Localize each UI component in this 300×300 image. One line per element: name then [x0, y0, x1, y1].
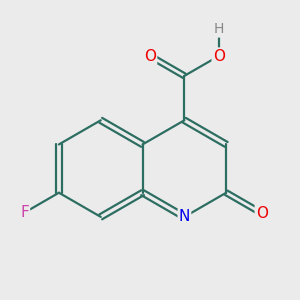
- Text: H: H: [214, 22, 224, 37]
- Text: F: F: [20, 205, 29, 220]
- Text: O: O: [213, 49, 225, 64]
- Text: N: N: [179, 209, 190, 224]
- Text: O: O: [256, 206, 268, 221]
- Text: O: O: [144, 49, 156, 64]
